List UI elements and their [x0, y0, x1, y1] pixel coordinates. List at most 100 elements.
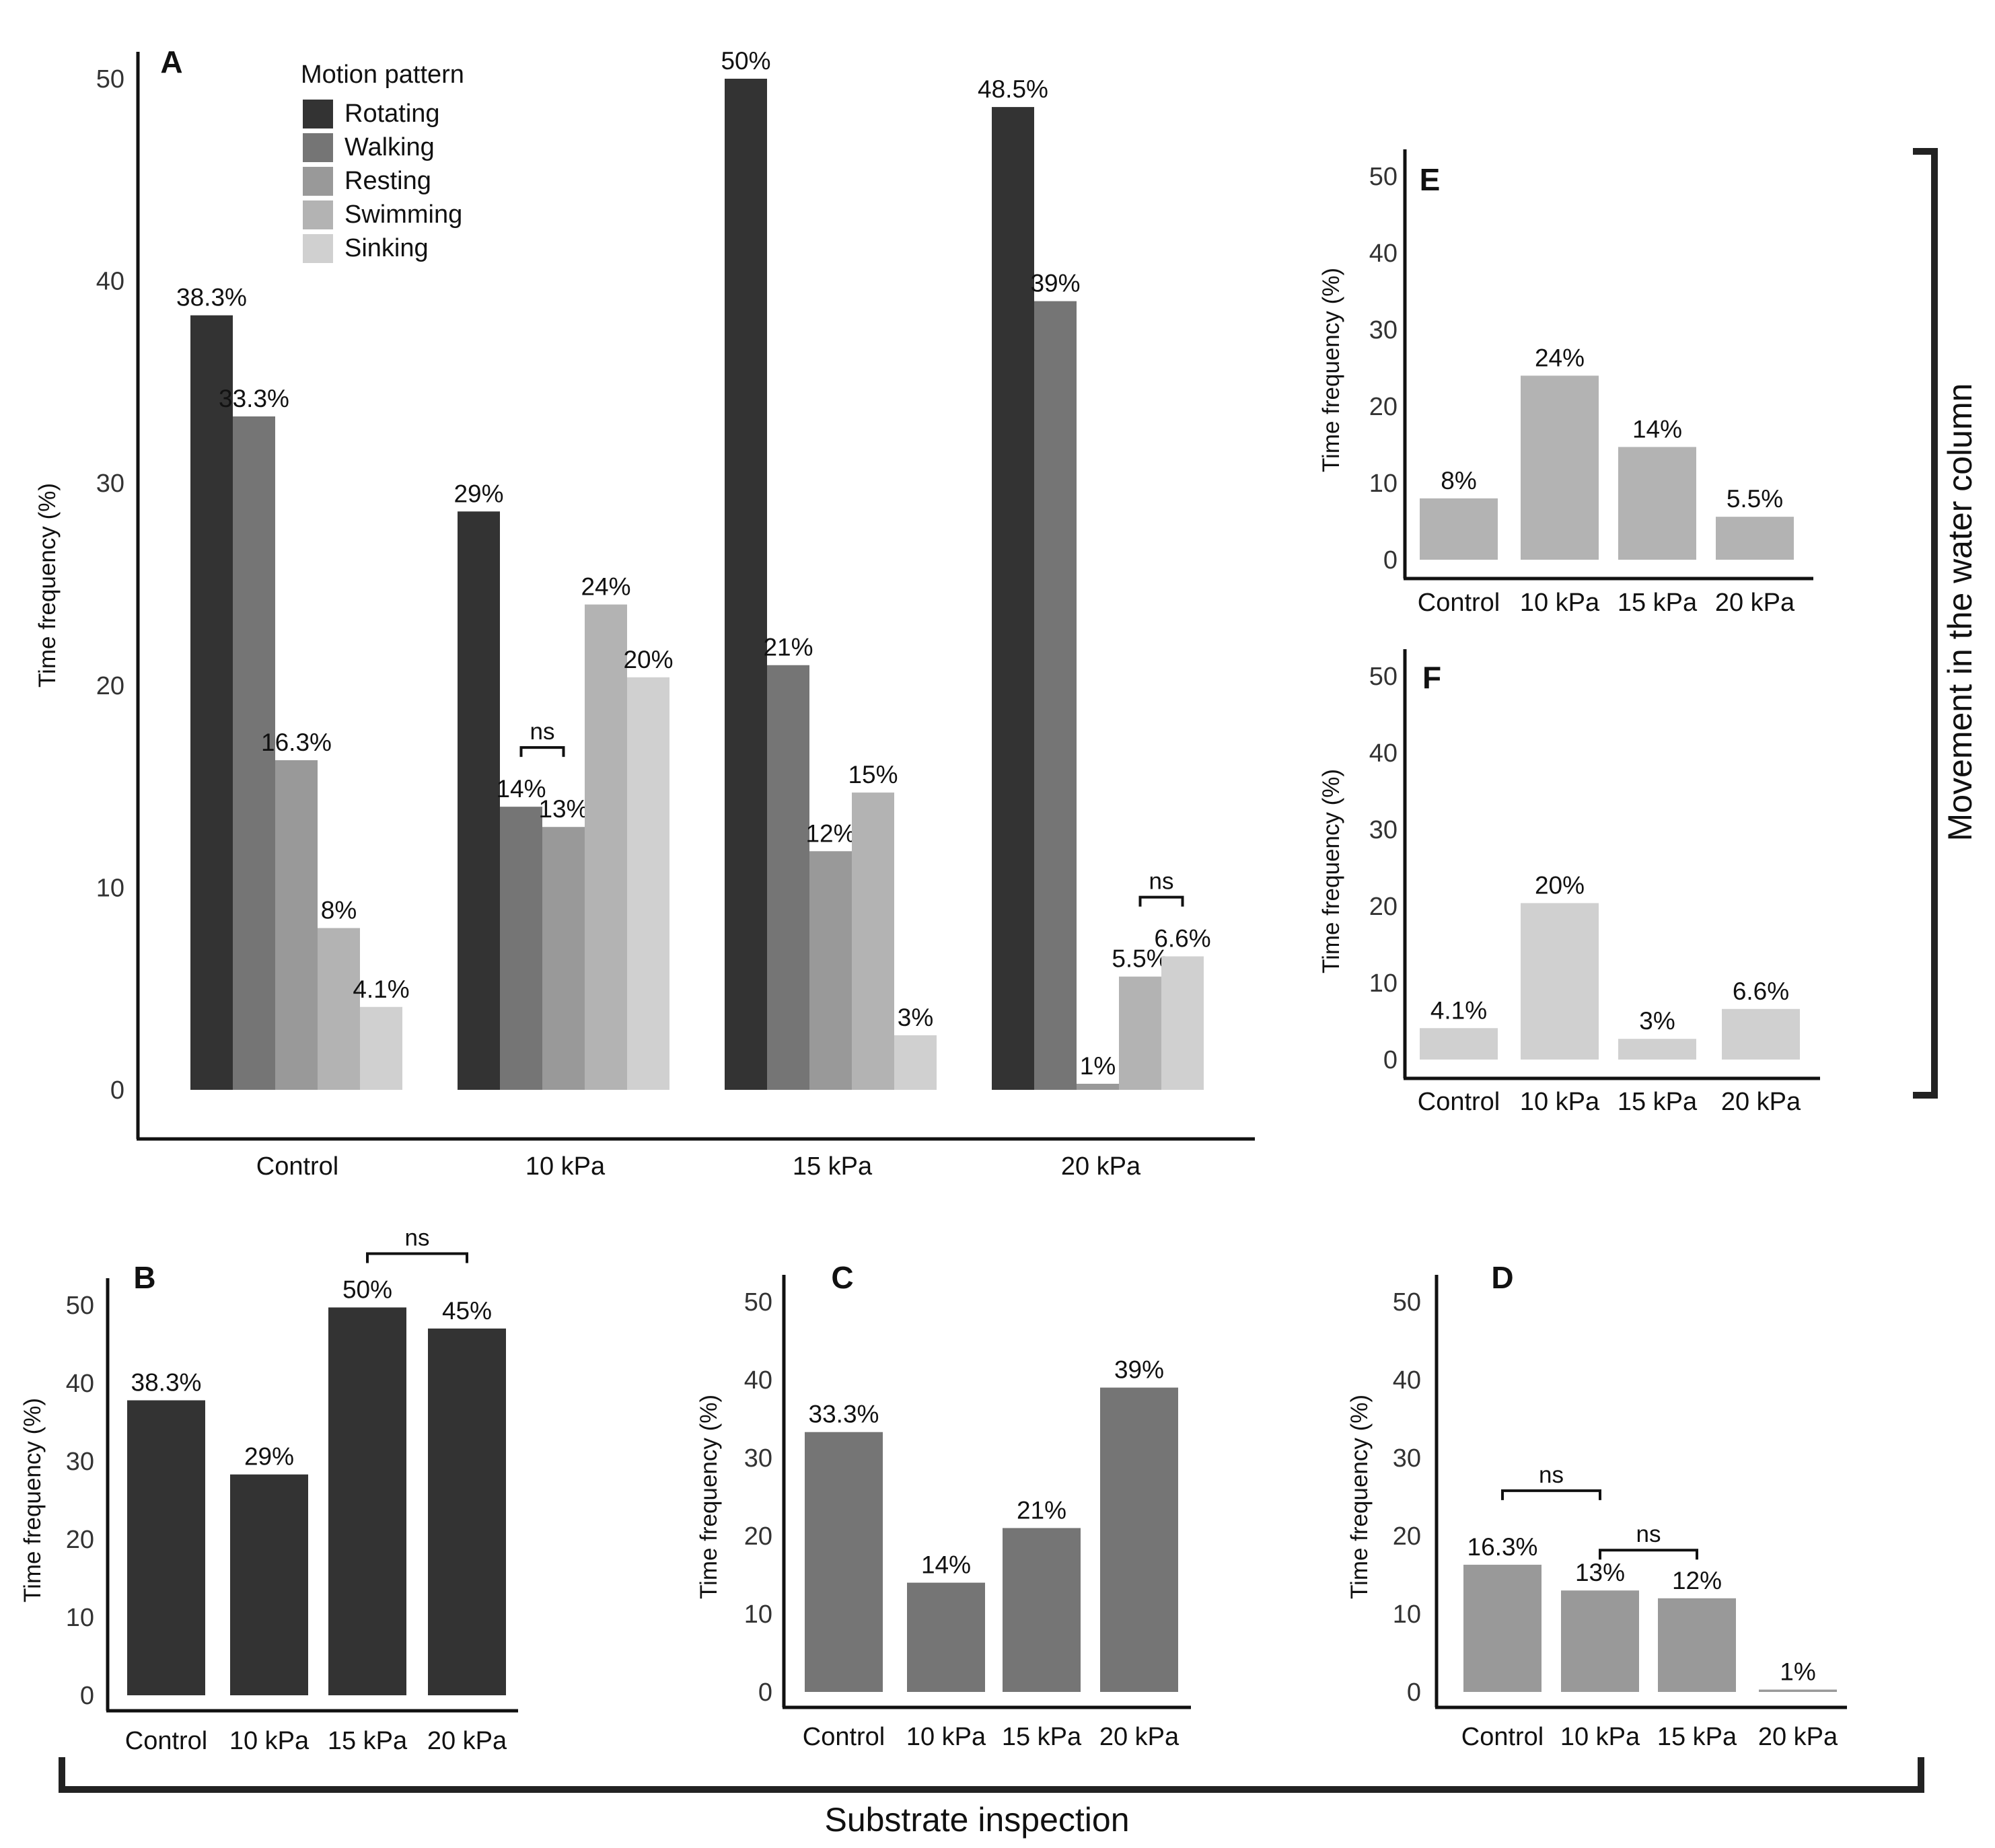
bar: [1463, 1564, 1541, 1692]
x-tick-label: 20 kPa: [1061, 1152, 1141, 1181]
bar-walking: [1034, 301, 1077, 1090]
y-axis-title: Time frequency (%): [1346, 1395, 1373, 1599]
y-tick-label: 20: [1393, 1522, 1421, 1551]
bar-swimming: [1119, 976, 1161, 1090]
bar-rotating: [725, 79, 767, 1090]
ns-label: ns: [405, 1224, 430, 1251]
data-label: 6.6%: [1733, 977, 1789, 1005]
x-tick-label: Control: [803, 1723, 885, 1751]
bar: [1420, 1028, 1498, 1060]
x-tick-label: 20 kPa: [1099, 1723, 1180, 1751]
data-label: 24%: [581, 573, 630, 601]
y-tick-label: 0: [758, 1678, 772, 1707]
y-tick-label: 0: [110, 1076, 124, 1105]
bar-sinking: [1161, 956, 1204, 1090]
bar: [1722, 1008, 1800, 1060]
y-tick-label: 10: [66, 1604, 94, 1632]
legend-swatch-resting: [303, 167, 333, 196]
bar: [1003, 1528, 1081, 1692]
x-tick-label: 15 kPa: [1618, 1088, 1698, 1116]
y-tick-label: 20: [96, 672, 124, 700]
bar-resting: [809, 851, 852, 1090]
bar: [1716, 517, 1794, 560]
legend-title: Motion pattern: [301, 61, 464, 89]
y-tick-label: 0: [80, 1682, 94, 1710]
legend-swatch-sinking: [303, 234, 333, 263]
y-tick-label: 50: [744, 1288, 772, 1317]
bar-resting: [1077, 1083, 1119, 1090]
data-label: 20%: [1535, 871, 1585, 899]
data-label: 4.1%: [1430, 996, 1487, 1024]
y-axis-title: Time frequency (%): [696, 1395, 722, 1599]
data-label: 13%: [1575, 1559, 1625, 1586]
data-label: 14%: [496, 775, 546, 803]
x-tick-label: 10 kPa: [525, 1152, 606, 1181]
y-axis-title: Time frequency (%): [1318, 268, 1344, 472]
data-label: 29%: [454, 480, 503, 507]
y-tick-label: 30: [96, 470, 124, 498]
bar: [1521, 903, 1599, 1060]
bar-swimming: [318, 928, 360, 1090]
substrate-group-label: Substrate inspection: [824, 1801, 1129, 1839]
legend-label-sinking: Sinking: [344, 234, 429, 262]
x-tick-label: Control: [1461, 1723, 1544, 1751]
x-tick-label: 20 kPa: [1758, 1723, 1838, 1751]
bar-sinking: [627, 677, 669, 1090]
panel-b-chart: 0 10 20 30 40 50 Time frequency (%) B Control 10 …: [20, 1224, 518, 1755]
panel-c-chart: 0 10 20 30 40 50 Time frequency (%) C Control 10 …: [696, 1260, 1191, 1751]
bar: [1618, 1039, 1696, 1060]
data-label: 38.3%: [131, 1369, 202, 1397]
data-label: 21%: [1017, 1496, 1066, 1524]
data-label: 8%: [1441, 467, 1476, 494]
y-tick-label: 40: [1369, 239, 1398, 268]
panel-label: B: [133, 1260, 155, 1295]
substrate-bracket: [59, 1757, 1924, 1793]
panel-label: F: [1422, 660, 1441, 695]
x-tick-label: 10 kPa: [1520, 589, 1600, 617]
y-tick-label: 10: [96, 874, 124, 902]
data-label: 45%: [442, 1297, 492, 1325]
panel-d-chart: 0 10 20 30 40 50 Time frequency (%) D Control 10 …: [1346, 1260, 1847, 1751]
bar-swimming: [852, 792, 894, 1090]
bar-rotating: [458, 511, 500, 1090]
ns-label: ns: [530, 718, 555, 745]
y-tick-label: 10: [1369, 470, 1398, 498]
panel-label: C: [831, 1260, 853, 1295]
y-tick-label: 40: [96, 268, 124, 296]
data-label: 5.5%: [1112, 945, 1168, 973]
x-tick-label: 20 kPa: [427, 1727, 507, 1755]
y-tick-label: 10: [744, 1600, 772, 1629]
ns-bracket: [1501, 1489, 1601, 1500]
legend-label-resting: Resting: [344, 167, 431, 195]
y-tick-label: 0: [1407, 1678, 1421, 1707]
data-label: 39%: [1114, 1356, 1164, 1384]
panel-label: E: [1420, 162, 1441, 197]
y-tick-label: 50: [96, 65, 124, 94]
data-label: 38.3%: [176, 284, 247, 311]
bar: [1759, 1689, 1837, 1692]
ns-bracket: [366, 1252, 468, 1263]
y-tick-label: 20: [744, 1522, 772, 1551]
data-label: 3%: [898, 1004, 933, 1031]
ns-bracket: [519, 746, 565, 757]
x-tick-label: 15 kPa: [1002, 1723, 1082, 1751]
data-label: 13%: [538, 795, 588, 823]
x-tick-label: 15 kPa: [1657, 1723, 1737, 1751]
legend-swatch-rotating: [303, 100, 333, 128]
y-tick-label: 30: [66, 1448, 94, 1476]
y-tick-label: 40: [66, 1370, 94, 1398]
water-column-bracket: [1913, 148, 1938, 1099]
data-label: 29%: [244, 1443, 294, 1471]
x-tick-label: 15 kPa: [1618, 589, 1698, 617]
legend-label-walking: Walking: [344, 133, 435, 161]
bar: [907, 1582, 985, 1692]
x-tick-label: 15 kPa: [328, 1727, 408, 1755]
y-tick-label: 10: [1369, 969, 1398, 998]
x-tick-label: 15 kPa: [793, 1152, 873, 1181]
data-label: 21%: [763, 634, 813, 661]
x-tick-label: 10 kPa: [1560, 1723, 1640, 1751]
y-tick-label: 30: [744, 1444, 772, 1473]
data-label: 24%: [1535, 344, 1585, 371]
data-label: 15%: [848, 761, 898, 788]
bar: [127, 1400, 205, 1695]
